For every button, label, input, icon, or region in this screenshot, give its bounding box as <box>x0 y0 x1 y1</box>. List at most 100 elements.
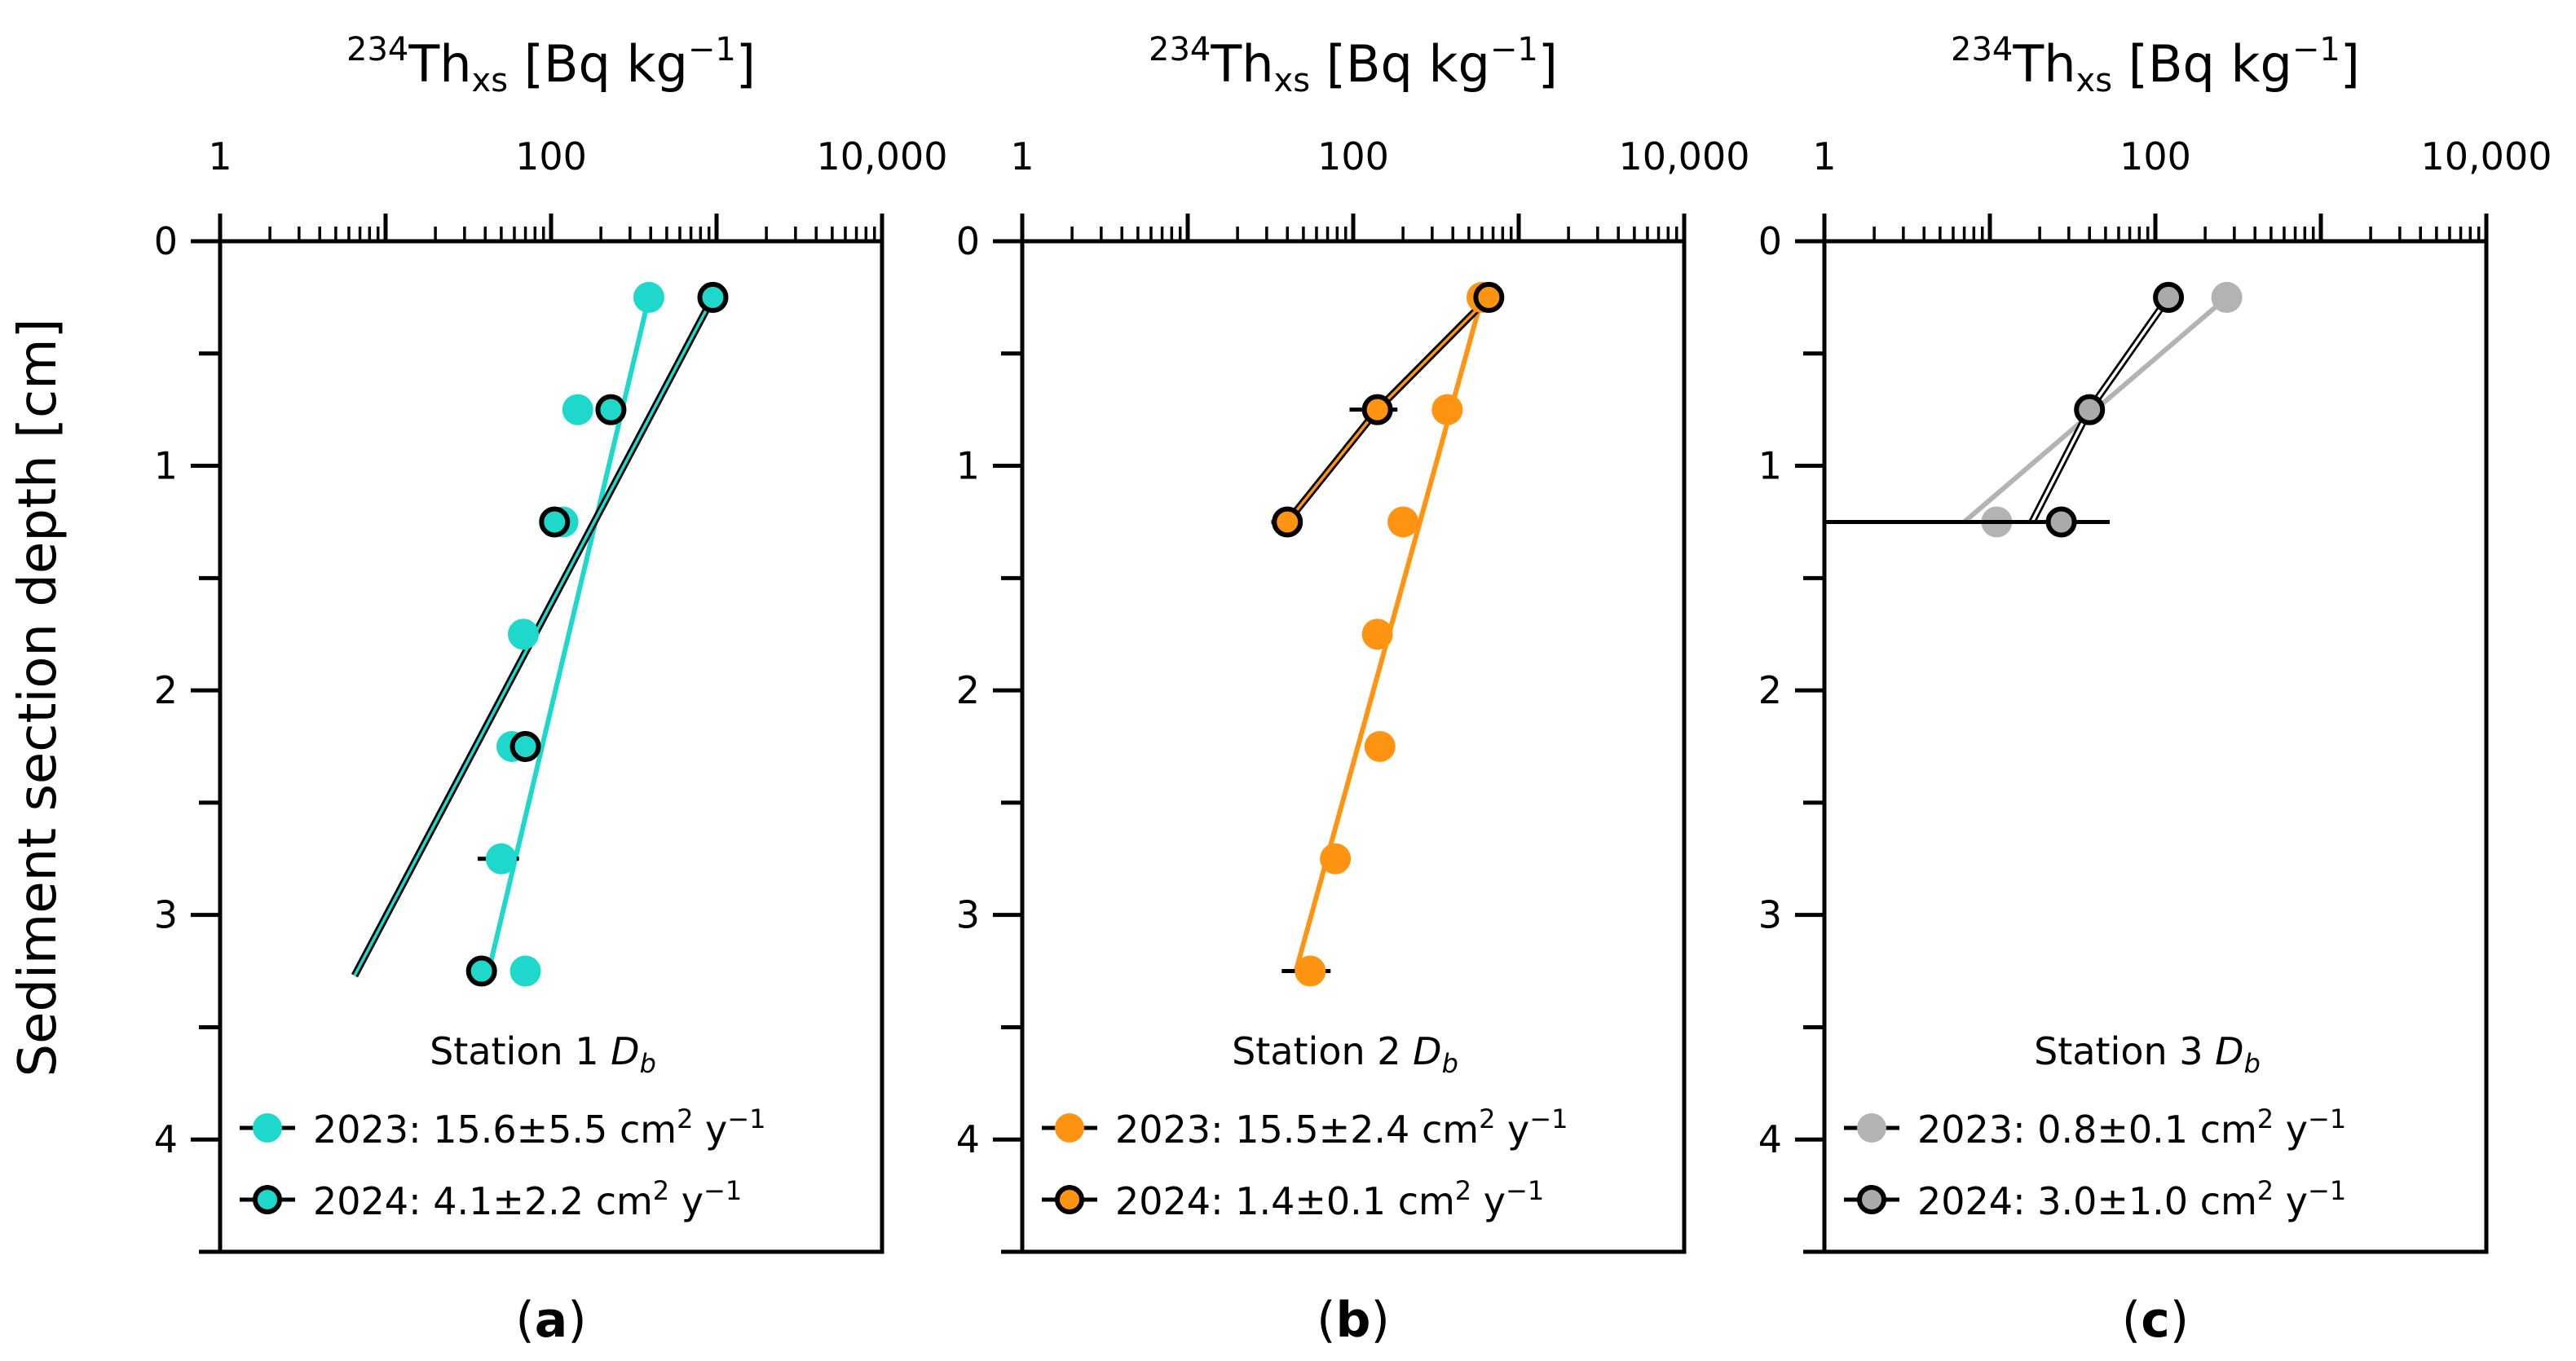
panel-a: 234Thxs [Bq kg−1]1 100 10,00001234Station … <box>154 31 948 1349</box>
data-point-2023 <box>562 394 593 425</box>
data-point-2023 <box>507 619 539 650</box>
legend-colon: : <box>2013 1108 2037 1152</box>
legend-label-2024: 2024: 4.1±2.2 cm2 y−1 <box>313 1175 742 1223</box>
legend-value: 4.1±2.2 <box>433 1179 584 1223</box>
legend-unit-2-exponent: −1 <box>704 1175 742 1206</box>
y-tick-label: 1 <box>1758 444 1782 488</box>
data-point-2023 <box>1361 619 1393 650</box>
legend-unit-2-exponent: −1 <box>2308 1175 2346 1206</box>
data-point-2024 <box>2153 281 2185 313</box>
legend-value: 0.8±0.1 <box>2037 1108 2188 1152</box>
legend-unit-2-exponent: −1 <box>1506 1175 1544 1206</box>
panel-label: (c) <box>2122 1292 2189 1349</box>
legend-space <box>2188 1179 2200 1223</box>
data-point-2023 <box>485 843 517 874</box>
legend-title: Station 3 Db <box>2034 1029 2261 1079</box>
data-point-2023 <box>1295 955 1326 987</box>
legend-title-subscript: b <box>640 1048 656 1079</box>
data-point-2023 <box>509 955 541 987</box>
x-tick-label: 10,000 <box>2421 134 2552 178</box>
x-axis-title-unit: [Bq kg <box>2112 34 2292 94</box>
x-tick-label: 1 <box>208 134 232 178</box>
legend-colon: : <box>2013 1179 2037 1223</box>
legend-title-station: Station 3 <box>2034 1029 2203 1073</box>
legend-unit-2: y <box>1507 1108 1529 1152</box>
legend-year: 2024 <box>1115 1179 1211 1223</box>
data-point-2024 <box>2074 394 2106 425</box>
legend-title-station: Station 1 <box>430 1029 598 1073</box>
legend-value: 15.5±2.4 <box>1235 1108 1409 1152</box>
legend-unit-2: y <box>2286 1179 2308 1223</box>
data-point-2024 <box>1473 281 1505 313</box>
legend-unit: cm <box>2200 1108 2257 1152</box>
y-tick-label: 0 <box>956 219 980 263</box>
legend-unit-2: y <box>2286 1108 2308 1152</box>
x-axis-title-unit-exponent: −1 <box>688 31 736 68</box>
y-tick-label: 2 <box>1758 668 1782 712</box>
x-axis-title-isotope: 234 <box>1149 31 1211 68</box>
panel-label-close: ) <box>1370 1292 1389 1349</box>
legend-unit: cm <box>620 1108 677 1152</box>
legend-title-space <box>2203 1029 2216 1073</box>
data-point-2024 <box>1361 394 1393 425</box>
data-area <box>1824 281 2243 538</box>
panel-label-letter: a <box>535 1292 568 1349</box>
legend-space <box>584 1179 596 1223</box>
legend-title-space <box>599 1029 611 1073</box>
data-point-2024 <box>595 394 627 425</box>
legend-marker-2023 <box>1857 1113 1886 1143</box>
data-point-2023 <box>2211 281 2243 313</box>
y-tick-label: 0 <box>154 219 178 263</box>
panel-label-close: ) <box>567 1292 586 1349</box>
x-axis-title-subscript: xs <box>1274 62 1311 99</box>
data-point-2024 <box>465 955 497 987</box>
y-tick-label: 1 <box>154 444 178 488</box>
legend-unit-exponent: 2 <box>677 1103 693 1134</box>
legend-value: 1.4±0.1 <box>1235 1179 1386 1223</box>
legend-title-station: Station 2 <box>1232 1029 1400 1073</box>
legend-space <box>607 1108 620 1152</box>
y-tick-label: 4 <box>956 1117 980 1161</box>
legend-unit-2: y <box>1484 1179 1506 1223</box>
legend-year: 2023 <box>313 1108 408 1152</box>
legend-label-2023: 2023: 15.5±2.4 cm2 y−1 <box>1115 1103 1568 1152</box>
legend-unit-2: y <box>705 1108 727 1152</box>
panel-label-open: ( <box>1317 1292 1335 1349</box>
data-point-2024 <box>697 281 729 313</box>
x-axis-title-unit: [Bq kg <box>1310 34 1490 94</box>
data-point-2024 <box>539 506 571 538</box>
x-axis-title-unit-exponent: −1 <box>2292 31 2340 68</box>
legend-unit-2-exponent: −1 <box>2308 1103 2346 1134</box>
x-tick-label: 1 <box>1812 134 1836 178</box>
panel-label-letter: b <box>1336 1292 1371 1349</box>
panel-label: (b) <box>1317 1292 1390 1349</box>
panel-label-open: ( <box>2122 1292 2141 1349</box>
legend-title-space <box>1401 1029 1414 1073</box>
legend-title-symbol: D <box>1413 1029 1441 1073</box>
x-tick-label: 10,000 <box>1619 134 1750 178</box>
data-point-2023 <box>1364 731 1396 762</box>
legend-label-2024: 2024: 1.4±0.1 cm2 y−1 <box>1115 1175 1544 1223</box>
legend-space <box>2274 1179 2286 1223</box>
legend-space <box>1495 1108 1507 1152</box>
x-tick-label: 100 <box>515 134 587 178</box>
y-tick-label: 3 <box>956 893 980 937</box>
data-area <box>1271 281 1505 987</box>
y-tick-label: 2 <box>956 668 980 712</box>
legend-unit: cm <box>1398 1179 1455 1223</box>
legend-space <box>669 1179 681 1223</box>
panel-b: 234Thxs [Bq kg−1]1 100 10,00001234Station … <box>956 31 1750 1349</box>
legend-space <box>1409 1108 1422 1152</box>
legend-unit-exponent: 2 <box>653 1175 669 1206</box>
x-axis-title: 234Thxs [Bq kg−1] <box>1149 31 1558 99</box>
legend-unit-exponent: 2 <box>1479 1103 1495 1134</box>
y-tick-label: 4 <box>1758 1117 1782 1161</box>
x-axis-title-isotope: 234 <box>346 31 408 68</box>
y-axis-title: Sediment section depth [cm] <box>8 318 68 1077</box>
legend-unit-exponent: 2 <box>1455 1175 1471 1206</box>
panel-label-close: ) <box>2170 1292 2189 1349</box>
legend-value: 15.6±5.5 <box>433 1108 607 1152</box>
legend-unit: cm <box>1422 1108 1479 1152</box>
legend-unit-exponent: 2 <box>2257 1175 2274 1206</box>
